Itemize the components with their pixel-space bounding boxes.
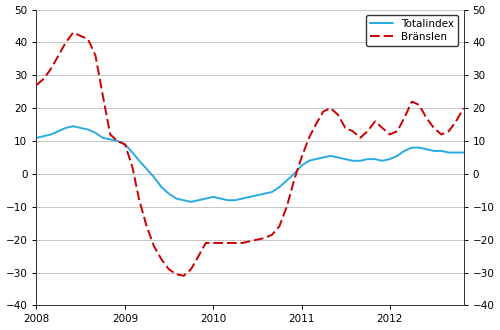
- Line: Totalindex: Totalindex: [36, 126, 464, 202]
- Legend: Totalindex, Bränslen: Totalindex, Bränslen: [366, 15, 458, 46]
- Line: Bränslen: Bränslen: [36, 33, 464, 276]
